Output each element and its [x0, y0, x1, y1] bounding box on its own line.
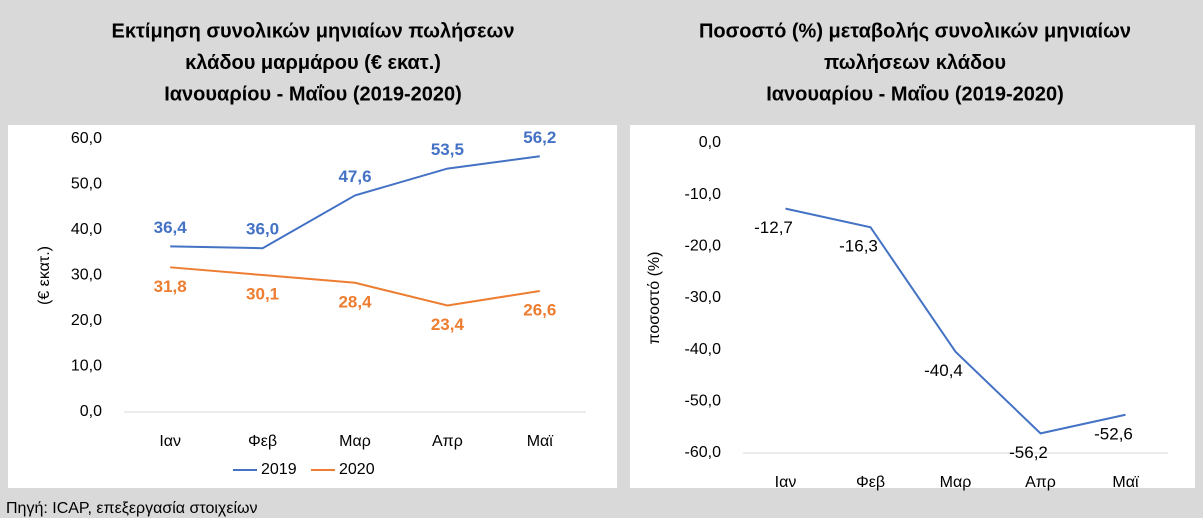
y-tick-label: -60,0 — [685, 444, 722, 461]
data-label: 47,6 — [338, 167, 371, 186]
y-tick-label: 20,0 — [71, 312, 102, 329]
data-label: 53,5 — [431, 140, 464, 159]
y-tick-label: 60,0 — [71, 130, 102, 147]
left-panel — [8, 125, 617, 488]
x-tick-label: Απρ — [1025, 474, 1056, 491]
y-tick-label: 10,0 — [71, 358, 102, 375]
y-tick-label: -20,0 — [685, 238, 722, 255]
data-label: -56,2 — [1009, 443, 1048, 462]
y-axis-label: ποσοστό (%) — [646, 252, 663, 345]
legend-label: 2019 — [261, 461, 297, 478]
y-tick-label: 0,0 — [699, 134, 721, 151]
data-label: 36,4 — [154, 218, 188, 237]
data-label: -16,3 — [839, 237, 878, 256]
x-tick-label: Μαϊ — [527, 433, 554, 450]
data-label: 23,4 — [431, 315, 465, 334]
y-tick-label: -50,0 — [685, 393, 722, 410]
y-tick-label: 0,0 — [80, 403, 102, 420]
x-tick-label: Μαρ — [339, 433, 371, 450]
x-tick-label: Ιαν — [775, 474, 797, 491]
y-tick-label: 40,0 — [71, 221, 102, 238]
data-label: -12,7 — [754, 218, 793, 237]
right-panel — [630, 125, 1195, 488]
line-series — [170, 155, 540, 250]
x-tick-label: Φεβ — [248, 433, 277, 450]
chart-title: κλάδου μαρμάρου (€ εκατ.) — [185, 52, 441, 74]
line-series — [785, 207, 1126, 435]
y-tick-label: -10,0 — [685, 186, 722, 203]
data-label: 36,0 — [246, 220, 279, 239]
x-tick-label: Μαρ — [940, 474, 972, 491]
chart-title: Ιανουαρίου - Μαΐου (2019-2020) — [164, 83, 462, 105]
legend-label: 2020 — [339, 461, 375, 478]
chart-title: πωλήσεων κλάδου — [824, 52, 1006, 74]
chart-title: Ποσοστό (%) μεταβολής συνολικών μηνιαίων — [699, 20, 1131, 42]
data-label: 28,4 — [338, 292, 372, 311]
y-tick-label: -40,0 — [685, 341, 722, 358]
y-axis-label: (€ εκατ.) — [36, 246, 53, 305]
source: Πηγή: ICAP, επεξεργασία στοιχείων — [6, 500, 258, 517]
data-label: 56,2 — [523, 128, 556, 147]
y-tick-label: -30,0 — [685, 289, 722, 306]
x-tick-label: Μαϊ — [1112, 474, 1139, 491]
x-tick-label: Απρ — [432, 433, 463, 450]
chart-title: Εκτίμηση συνολικών μηνιαίων πωλήσεων — [111, 20, 514, 42]
y-tick-label: 50,0 — [71, 176, 102, 193]
line-series — [170, 266, 540, 307]
chart-title: Ιανουαρίου - Μαΐου (2019-2020) — [766, 83, 1064, 105]
x-tick-label: Φεβ — [856, 474, 885, 491]
x-tick-label: Ιαν — [159, 433, 181, 450]
data-label: -52,6 — [1094, 424, 1133, 443]
y-tick-label: 30,0 — [71, 267, 102, 284]
data-label: 30,1 — [246, 285, 279, 304]
data-label: 26,6 — [523, 300, 556, 319]
data-label: -40,4 — [924, 361, 963, 380]
data-label: 31,8 — [154, 277, 187, 296]
